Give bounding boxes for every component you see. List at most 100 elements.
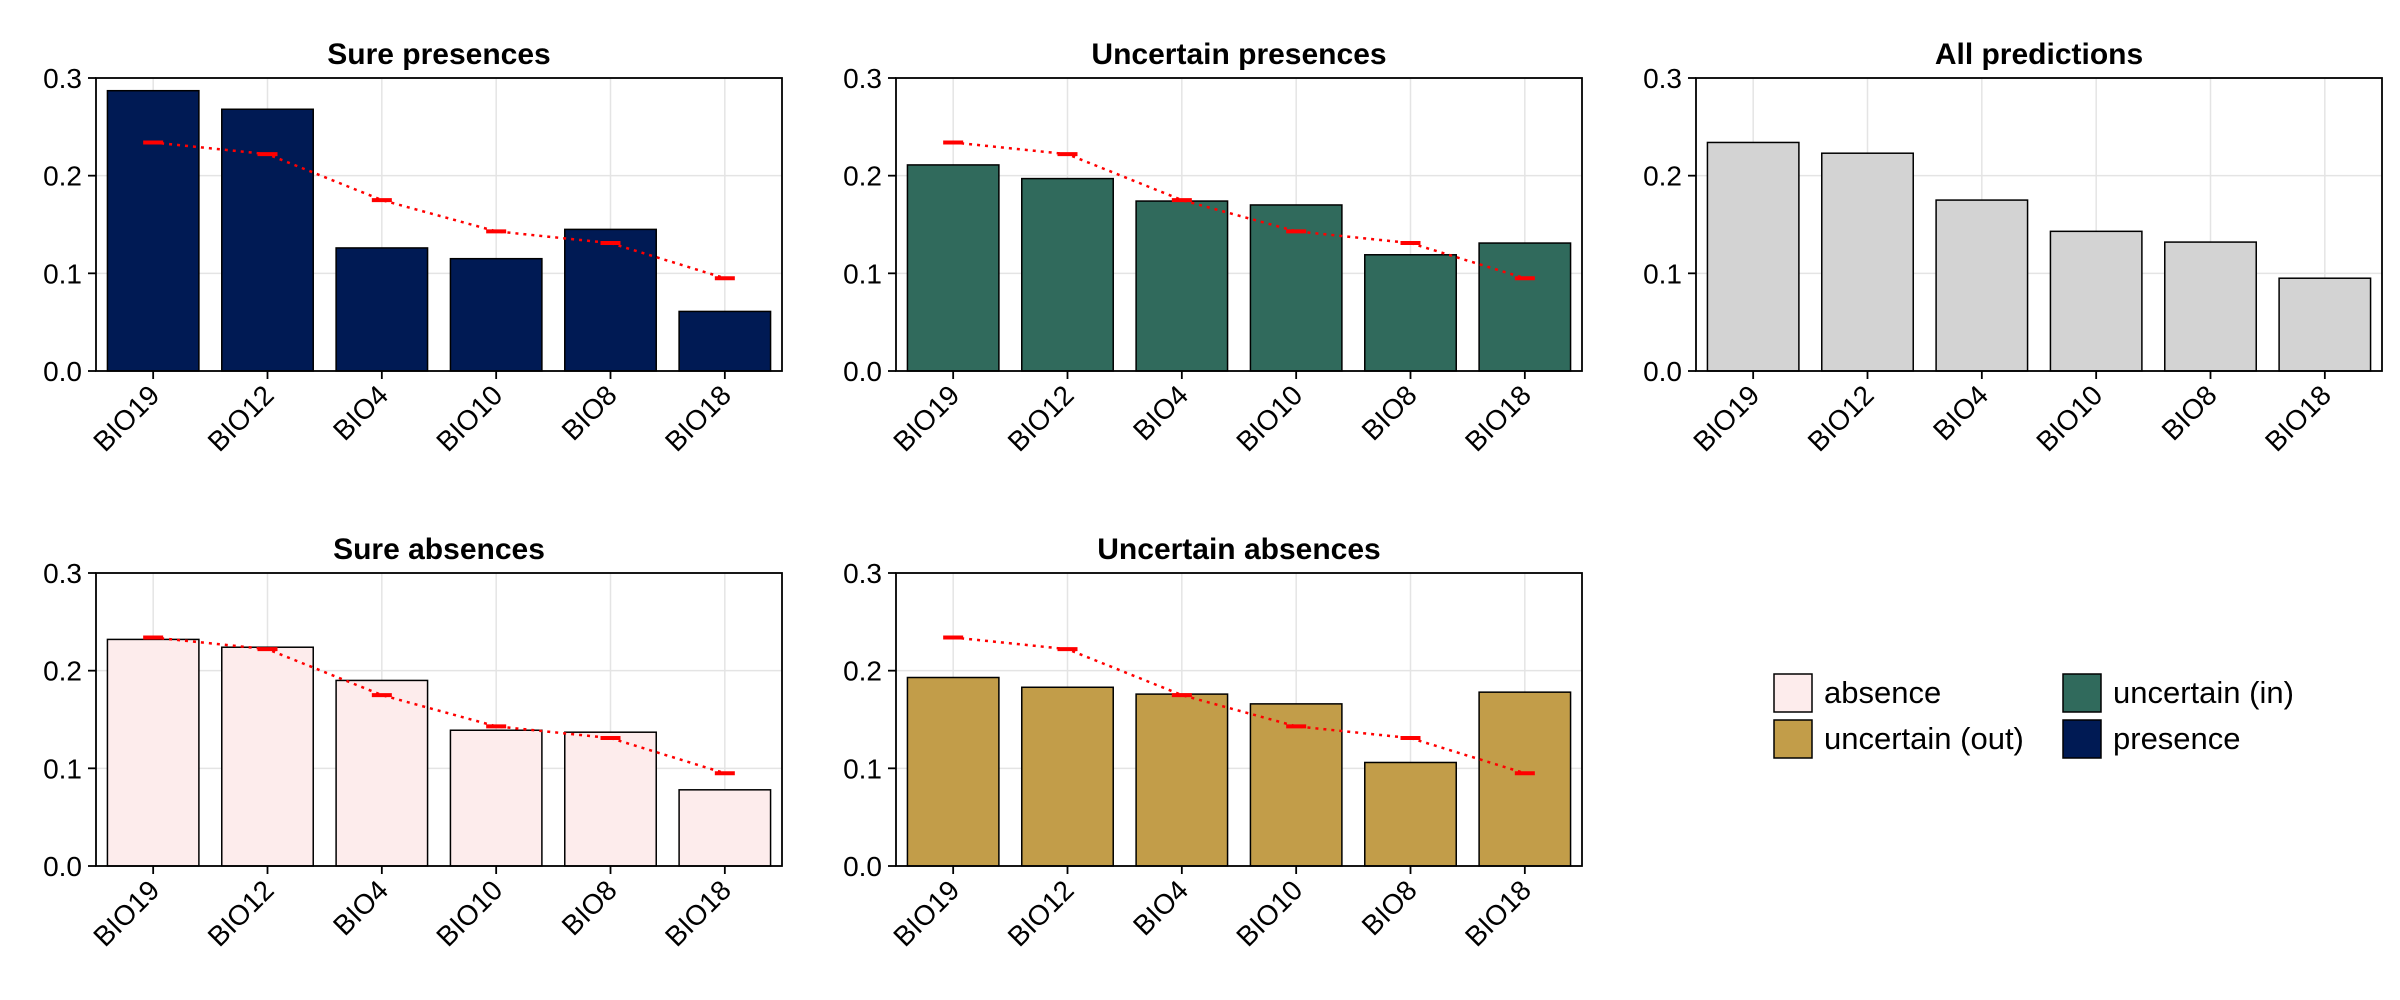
- x-tick-label: BIO12: [202, 874, 280, 952]
- y-tick-label: 0.0: [843, 851, 882, 882]
- y-tick-label: 0.2: [843, 656, 882, 687]
- legend-label: absence: [1824, 675, 1941, 710]
- x-tick-label: BIO10: [1230, 379, 1308, 457]
- panel-title: Sure absences: [333, 533, 545, 566]
- x-tick-label: BIO12: [1002, 874, 1080, 952]
- x-tick-label: BIO19: [887, 874, 965, 952]
- y-tick-label: 0.1: [843, 753, 882, 784]
- x-tick-label: BIO18: [2259, 379, 2337, 457]
- x-tick-label: BIO12: [1802, 379, 1880, 457]
- bar: [449, 729, 543, 867]
- legend-swatch: [2062, 673, 2102, 713]
- legend-item: uncertain (in): [2062, 673, 2294, 713]
- x-tick-label: BIO19: [887, 379, 965, 457]
- y-tick-label: 0.3: [43, 558, 82, 589]
- bar: [1021, 177, 1114, 372]
- y-tick-label: 0.1: [43, 753, 82, 784]
- bar: [2164, 241, 2257, 372]
- bar: [1478, 242, 1572, 372]
- reference-line: [953, 141, 1526, 280]
- y-tick-label: 0.3: [43, 63, 82, 94]
- x-tick-label: BIO8: [2156, 379, 2223, 446]
- x-tick-label: BIO8: [1356, 874, 1423, 941]
- axes-frame: [1695, 77, 2383, 372]
- bar: [1821, 152, 1914, 372]
- bar: [1706, 141, 1800, 372]
- y-tick-label: 0.0: [43, 851, 82, 882]
- bar: [906, 164, 1000, 372]
- x-tick-label: BIO12: [202, 379, 280, 457]
- bar: [564, 731, 657, 867]
- legend-item: absence: [1773, 673, 1941, 713]
- x-tick-label: BIO18: [1459, 874, 1537, 952]
- y-tick-label: 0.3: [843, 63, 882, 94]
- x-tick-label: BIO19: [87, 874, 165, 952]
- reference-line: [153, 141, 726, 280]
- y-tick-label: 0.2: [43, 656, 82, 687]
- y-tick-label: 0.3: [843, 558, 882, 589]
- reference-line: [953, 636, 1526, 775]
- x-tick-label: BIO10: [430, 874, 508, 952]
- bar: [1021, 686, 1114, 867]
- x-tick-label: BIO4: [327, 874, 394, 941]
- bar: [106, 89, 200, 372]
- y-tick-label: 0.3: [1643, 63, 1682, 94]
- axes-frame: [895, 77, 1583, 372]
- legend-item: uncertain (out): [1773, 719, 2024, 759]
- x-tick-label: BIO18: [659, 874, 737, 952]
- y-tick-label: 0.2: [843, 161, 882, 192]
- bar: [1364, 761, 1457, 867]
- y-tick-label: 0.0: [843, 356, 882, 387]
- x-tick-label: BIO19: [87, 379, 165, 457]
- chart-panel: 0.0 0.1 0.2 0.3 BIO19 BIO12 BIO4 BIO10 BIO8 BIO18…: [43, 533, 783, 952]
- bar: [678, 789, 772, 867]
- axes-frame: [95, 572, 783, 867]
- y-tick-label: 0.1: [1643, 258, 1682, 289]
- x-tick-label: BIO18: [659, 379, 737, 457]
- panel-title: Uncertain presences: [1091, 38, 1386, 71]
- y-tick-label: 0.2: [1643, 161, 1682, 192]
- y-tick-label: 0.1: [843, 258, 882, 289]
- reference-line: [153, 636, 726, 775]
- x-tick-label: BIO4: [327, 379, 394, 446]
- chart-panel: 0.0 0.1 0.2 0.3 BIO19 BIO12 BIO4 BIO10 BIO8 BIO18…: [1643, 38, 2383, 457]
- x-tick-label: BIO12: [1002, 379, 1080, 457]
- x-tick-label: BIO4: [1127, 379, 1194, 446]
- x-tick-label: BIO18: [1459, 379, 1537, 457]
- bar: [335, 679, 429, 867]
- bar: [106, 638, 200, 867]
- x-tick-label: BIO8: [556, 874, 623, 941]
- legend-swatch: [1773, 673, 1813, 713]
- chart-panel: 0.0 0.1 0.2 0.3 BIO19 BIO12 BIO4 BIO10 BIO8 BIO18…: [843, 533, 1583, 952]
- bar: [1478, 691, 1572, 867]
- bar: [1364, 254, 1457, 372]
- x-tick-label: BIO10: [430, 379, 508, 457]
- x-tick-label: BIO10: [2030, 379, 2108, 457]
- x-tick-label: BIO19: [1687, 379, 1765, 457]
- x-tick-label: BIO10: [1230, 874, 1308, 952]
- bar: [221, 108, 314, 372]
- bar: [2049, 230, 2143, 372]
- bar: [906, 676, 1000, 867]
- panel-title: All predictions: [1935, 38, 2143, 71]
- bar: [1135, 693, 1229, 867]
- bar: [1135, 200, 1229, 372]
- bar: [221, 646, 314, 867]
- bar: [1935, 199, 2029, 372]
- axes-frame: [895, 572, 1583, 867]
- y-tick-label: 0.1: [43, 258, 82, 289]
- legend-label: uncertain (in): [2113, 675, 2294, 710]
- x-tick-label: BIO8: [1356, 379, 1423, 446]
- chart-panel: 0.0 0.1 0.2 0.3 BIO19 BIO12 BIO4 BIO10 BIO8 BIO18…: [843, 38, 1583, 457]
- bar: [2278, 277, 2372, 372]
- bar: [564, 228, 657, 372]
- legend-swatch: [1773, 719, 1813, 759]
- x-tick-label: BIO4: [1127, 874, 1194, 941]
- bar: [449, 257, 543, 372]
- legend-label: presence: [2113, 721, 2241, 756]
- bar: [335, 247, 429, 372]
- legend: absence uncertain (in) uncertain (out) pres…: [1773, 673, 2294, 759]
- legend-label: uncertain (out): [1824, 721, 2024, 756]
- bar: [678, 310, 772, 372]
